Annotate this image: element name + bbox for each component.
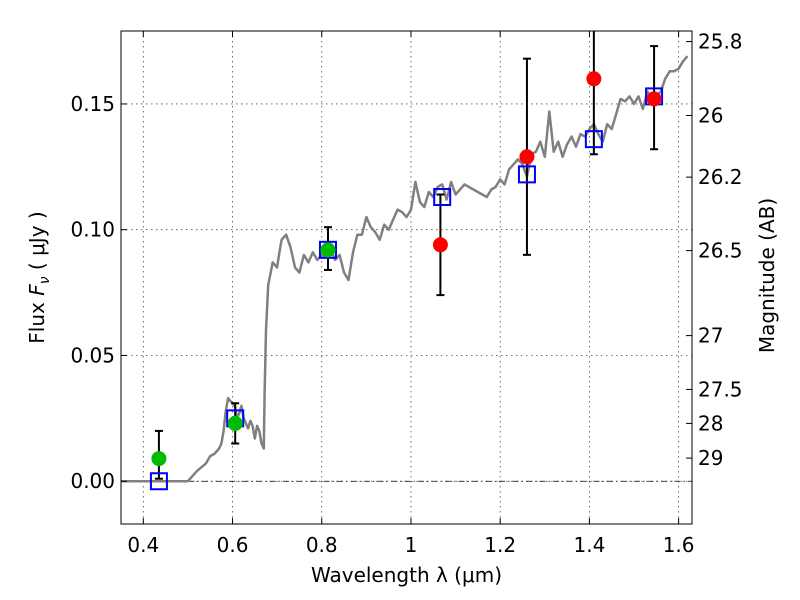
x-tick-label: 1.4 xyxy=(573,533,605,557)
model-photometry-square xyxy=(584,130,603,149)
magnitude-tick-label: 25.8 xyxy=(698,30,743,54)
nir-photometry-points xyxy=(432,71,662,253)
model-spectrum-line xyxy=(121,55,689,483)
magnitude-tick-label: 28 xyxy=(698,411,723,435)
y-axis-label-unit: ( μJy ) xyxy=(25,211,49,276)
y-axis-label-subscript: ν xyxy=(37,276,53,284)
y-axis-ticks: 0.00 0.05 0.10 0.15 xyxy=(70,92,127,493)
y-tick-label: 0.00 xyxy=(70,469,115,493)
magnitude-axis-ticks: 25.8 26 26.2 26.5 27 27.5 28 29 xyxy=(686,30,743,470)
nir-photometry-point xyxy=(432,237,448,253)
x-tick-label: 0.6 xyxy=(217,533,249,557)
nir-photometry-point xyxy=(646,91,662,107)
y-axis-label-symbol: F xyxy=(25,284,49,296)
magnitude-tick-label: 26.2 xyxy=(698,165,743,189)
y-axis-label-prefix: Flux xyxy=(25,296,49,344)
y-tick-label: 0.10 xyxy=(70,218,115,242)
magnitude-tick-label: 26.5 xyxy=(698,239,743,263)
model-photometry-square xyxy=(318,240,337,259)
nir-photometry-point xyxy=(519,149,535,165)
y-axis-label: Flux Fν ( μJy ) xyxy=(25,211,53,343)
error-bars xyxy=(154,31,659,480)
x-tick-label: 1 xyxy=(405,533,418,557)
optical-photometry-point xyxy=(151,451,167,467)
nir-photometry-point xyxy=(586,71,602,87)
model-photometry-square xyxy=(433,188,452,207)
y-tick-label: 0.05 xyxy=(70,343,115,367)
x-axis-label: Wavelength λ (μm) xyxy=(311,563,502,587)
y-tick-label: 0.15 xyxy=(70,92,115,116)
model-photometry-square xyxy=(517,165,536,184)
plot-frame xyxy=(120,30,693,525)
grid-lines xyxy=(121,31,692,524)
magnitude-tick-label: 29 xyxy=(698,446,723,470)
x-axis-ticks: 0.4 0.6 0.8 1 1.2 1.4 1.6 xyxy=(127,31,695,557)
model-photometry-square xyxy=(149,472,168,491)
optical-photometry-points xyxy=(151,242,336,467)
x-tick-label: 1.2 xyxy=(484,533,516,557)
x-tick-label: 1.6 xyxy=(663,533,695,557)
optical-photometry-point xyxy=(320,242,336,258)
magnitude-tick-label: 27.5 xyxy=(698,377,743,401)
x-tick-label: 0.8 xyxy=(306,533,338,557)
magnitude-tick-label: 27 xyxy=(698,324,723,348)
magnitude-axis-label: Magnitude (AB) xyxy=(755,198,779,353)
plot-area xyxy=(121,31,689,491)
x-tick-label: 0.4 xyxy=(127,533,159,557)
model-photometry-squares xyxy=(149,87,664,491)
magnitude-tick-label: 26 xyxy=(698,104,723,128)
optical-photometry-point xyxy=(227,415,243,431)
